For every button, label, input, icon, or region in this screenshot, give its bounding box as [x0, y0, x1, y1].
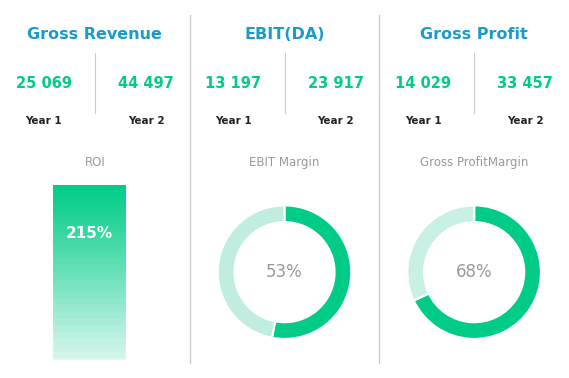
Text: Gross ProfitMargin: Gross ProfitMargin: [420, 156, 529, 169]
Text: Gross Profit: Gross Profit: [420, 26, 528, 42]
Text: 44 497: 44 497: [118, 76, 174, 91]
Text: Year 2: Year 2: [127, 116, 164, 126]
Wedge shape: [218, 205, 284, 338]
Text: 68%: 68%: [456, 263, 493, 281]
Wedge shape: [272, 205, 351, 339]
Text: Year 2: Year 2: [507, 116, 544, 126]
Text: Year 1: Year 1: [25, 116, 62, 126]
Text: Year 1: Year 1: [215, 116, 251, 126]
Wedge shape: [407, 205, 474, 301]
Text: 23 917: 23 917: [308, 76, 364, 91]
Wedge shape: [414, 205, 541, 339]
Text: 13 197: 13 197: [205, 76, 261, 91]
Text: 33 457: 33 457: [497, 76, 553, 91]
Text: ROI: ROI: [84, 156, 105, 169]
Text: 53%: 53%: [266, 263, 303, 281]
Text: EBIT(DA): EBIT(DA): [244, 26, 325, 42]
Text: Year 1: Year 1: [405, 116, 442, 126]
Text: Gross Revenue: Gross Revenue: [27, 26, 162, 42]
Text: 215%: 215%: [65, 226, 113, 242]
Text: 14 029: 14 029: [395, 76, 451, 91]
Text: Year 2: Year 2: [318, 116, 354, 126]
Text: EBIT Margin: EBIT Margin: [249, 156, 320, 169]
Text: 25 069: 25 069: [15, 76, 72, 91]
